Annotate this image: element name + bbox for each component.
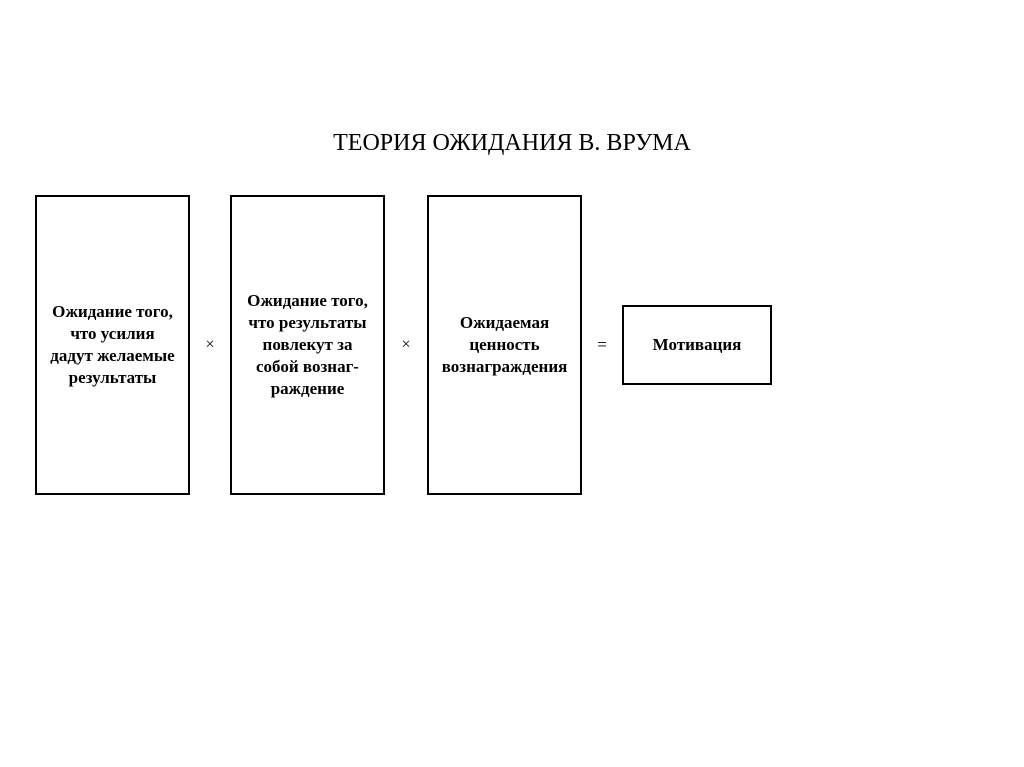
box-reward-value: Ожидаемая ценность вознагражде­ния [427,195,582,495]
box-results-reward: Ожидание того, что результаты повлекут з… [230,195,385,495]
diagram-title: ТЕОРИЯ ОЖИДАНИЯ В. ВРУМА [0,130,1024,157]
box-motivation: Мотивация [622,305,772,385]
multiply-operator-1: × [195,336,225,354]
box-effort-results: Ожидание того, что усилия дадут желаемые… [35,195,190,495]
equals-operator: = [582,335,622,355]
expectancy-diagram: Ожидание того, что усилия дадут желаемые… [35,195,995,495]
multiply-operator-2: × [391,336,421,354]
